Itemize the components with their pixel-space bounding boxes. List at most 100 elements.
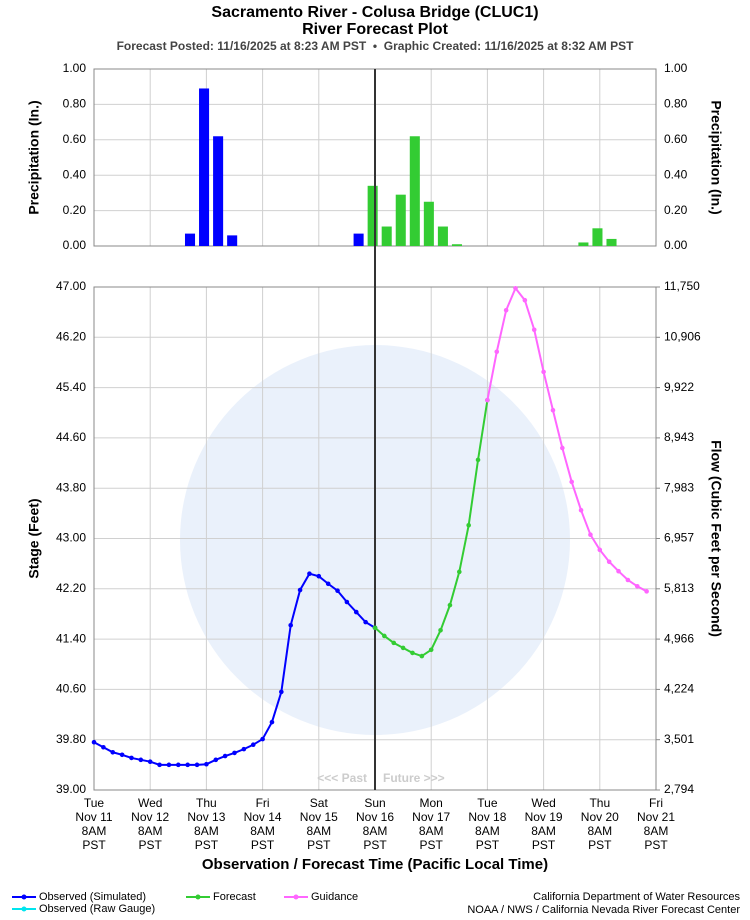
stage-point: [494, 349, 500, 355]
stage-point: [372, 625, 378, 631]
stage-point: [447, 602, 453, 608]
posted-info: Forecast Posted: 11/16/2025 at 8:23 AM P…: [117, 39, 635, 53]
stage-point: [597, 547, 603, 553]
y2-tick-label: 1.00: [664, 61, 688, 75]
y2-tick-label: 6,957: [664, 531, 694, 545]
stage-point: [185, 762, 190, 768]
y-axis-label: Precipitation (In.): [26, 100, 42, 214]
stage-point: [110, 749, 116, 755]
y-tick-label: 0.20: [63, 203, 87, 217]
stage-point: [176, 762, 181, 768]
y-tick-label: 42.20: [56, 581, 86, 595]
stage-point: [147, 759, 153, 765]
precip-bar: [353, 233, 364, 246]
y2-tick-label: 8,943: [664, 430, 694, 444]
x-tick-label: Nov 12: [131, 810, 169, 824]
x-tick-label: Wed: [138, 796, 162, 810]
x-tick-label: Sat: [310, 796, 329, 810]
stage-point: [606, 559, 612, 565]
legend-label: Forecast: [213, 891, 256, 903]
y-tick-label: 43.00: [56, 531, 86, 545]
stage-point: [419, 653, 425, 659]
y-tick-label: 44.60: [56, 430, 86, 444]
x-tick-label: Mon: [420, 796, 443, 810]
precip-bar: [395, 194, 406, 246]
stage-point: [353, 609, 359, 615]
y2-tick-label: 9,922: [664, 380, 694, 394]
x-tick-label: Nov 18: [468, 810, 506, 824]
stage-point: [325, 581, 331, 587]
stage-point: [560, 445, 565, 451]
stage-point: [410, 650, 415, 656]
legend-label: Observed (Raw Gauge): [39, 903, 155, 915]
stage-point: [316, 573, 322, 579]
precip-bar: [578, 242, 589, 246]
y-tick-label: 39.00: [56, 782, 86, 796]
stage-point: [428, 647, 434, 653]
stage-point: [475, 457, 481, 463]
x-tick-label: Nov 17: [412, 810, 450, 824]
x-tick-label: Tue: [477, 796, 498, 810]
stage-point: [297, 587, 303, 593]
stage-point: [363, 619, 368, 625]
stage-point: [138, 757, 144, 763]
y2-tick-label: 7,983: [664, 480, 694, 494]
x-tick-label: Fri: [649, 796, 663, 810]
legend-swatch: [293, 894, 299, 900]
stage-point: [288, 622, 294, 628]
legend-swatch: [21, 894, 27, 900]
stage-point: [457, 569, 462, 575]
annotation: Future >>>: [383, 771, 445, 785]
stage-point: [344, 599, 350, 605]
stage-point: [634, 583, 640, 589]
y-tick-label: 45.40: [56, 380, 86, 394]
legend-label: Guidance: [311, 891, 358, 903]
y-tick-label: 0.40: [63, 167, 87, 181]
stage-point: [391, 640, 397, 646]
y2-tick-label: 4,224: [664, 682, 694, 696]
stage-point: [382, 633, 387, 639]
annotation: <<< Past: [317, 771, 367, 785]
y2-axis-label: Flow (Cubic Feet per Second): [708, 440, 724, 637]
y-tick-label: 41.40: [56, 631, 86, 645]
stage-point: [466, 522, 471, 528]
stage-point: [204, 761, 209, 767]
x-tick-label: Thu: [589, 796, 610, 810]
x-tick-label: Nov 11: [75, 810, 112, 824]
y2-tick-label: 0.40: [664, 167, 688, 181]
stage-point: [157, 762, 162, 768]
stage-point: [578, 507, 584, 513]
x-tick-label: PST: [532, 838, 556, 852]
x-tick-label: 8AM: [82, 824, 107, 838]
stage-point: [241, 746, 247, 752]
x-tick-label: 8AM: [194, 824, 219, 838]
precip-bar: [213, 136, 224, 246]
precip-bar: [423, 201, 434, 246]
x-tick-label: Fri: [256, 796, 270, 810]
chart-title: Sacramento River - Colusa Bridge (CLUC1): [211, 4, 538, 21]
x-tick-label: 8AM: [250, 824, 275, 838]
y-axis-label: Stage (Feet): [26, 498, 42, 578]
stage-point: [644, 589, 649, 594]
stage-point: [531, 327, 537, 333]
stage-point: [569, 479, 574, 485]
stage-point: [194, 762, 200, 768]
x-tick-label: 8AM: [644, 824, 669, 838]
x-tick-label: 8AM: [138, 824, 163, 838]
y2-tick-label: 0.60: [664, 132, 688, 146]
stage-point: [522, 297, 528, 303]
stage-point: [625, 577, 631, 583]
y-tick-label: 0.00: [63, 238, 87, 252]
legend-label: Observed (Simulated): [39, 891, 146, 903]
x-tick-label: Nov 21: [637, 810, 675, 824]
stage-point: [335, 588, 340, 593]
x-tick-label: Sun: [364, 796, 385, 810]
precip-bar: [606, 238, 617, 246]
stage-point: [541, 369, 546, 375]
stage-point: [222, 753, 228, 759]
stage-point: [400, 645, 406, 651]
x-tick-label: 8AM: [419, 824, 444, 838]
x-tick-label: PST: [420, 838, 444, 852]
stage-point: [166, 762, 172, 768]
x-tick-label: PST: [476, 838, 500, 852]
